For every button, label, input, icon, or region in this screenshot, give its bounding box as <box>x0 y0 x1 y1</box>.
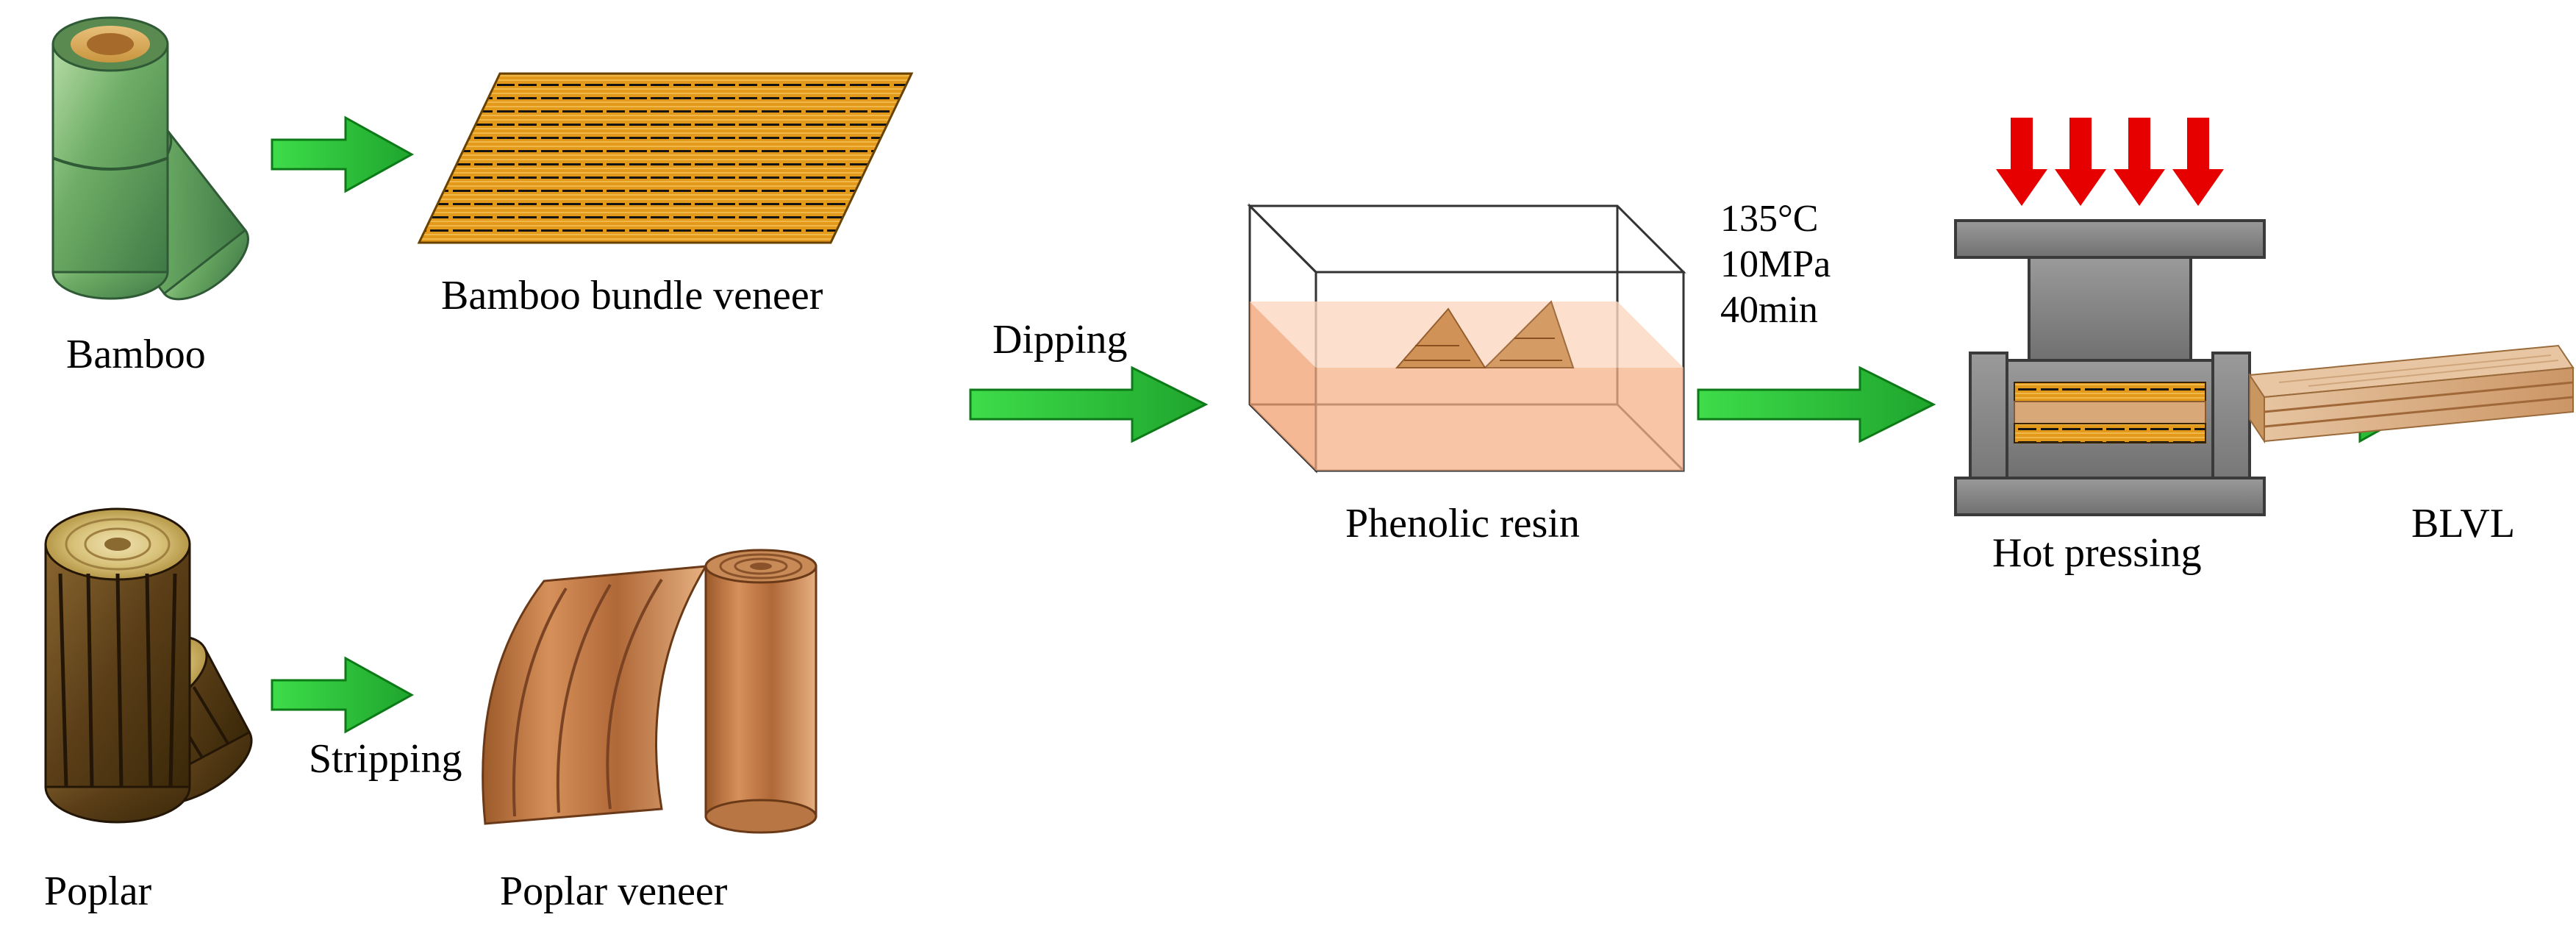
params-pressure-label: 10MPa <box>1720 243 1831 287</box>
bamboo-label: Bamboo <box>66 331 206 378</box>
phenolic-resin-tank-icon <box>1250 206 1684 471</box>
bamboo-bundle-veneer-label: Bamboo bundle veneer <box>441 272 823 319</box>
hot-press-icon <box>1956 118 2264 515</box>
hot-pressing-label: Hot pressing <box>1992 529 2202 577</box>
poplar-veneer-icon <box>483 550 816 832</box>
phenolic-resin-label: Phenolic resin <box>1345 500 1580 547</box>
arrow-poplar-to-veneer <box>272 658 412 732</box>
poplar-veneer-label: Poplar veneer <box>500 868 727 915</box>
arrow-bamboo-to-veneer <box>272 118 412 191</box>
arrow-to-press <box>1698 368 1933 441</box>
dipping-label: Dipping <box>992 316 1128 363</box>
bamboo-culms-icon <box>53 18 261 313</box>
arrow-to-resin <box>970 368 1206 441</box>
params-temp-label: 135°C <box>1720 197 1818 241</box>
blvl-board-icon <box>2250 346 2573 441</box>
process-diagram <box>0 0 2576 945</box>
bamboo-bundle-veneer-icon <box>419 74 912 243</box>
stripping-label: Stripping <box>309 735 462 782</box>
poplar-logs-icon <box>46 509 265 822</box>
params-time-label: 40min <box>1720 288 1818 332</box>
poplar-label: Poplar <box>44 868 151 915</box>
blvl-label: BLVL <box>2411 500 2515 547</box>
